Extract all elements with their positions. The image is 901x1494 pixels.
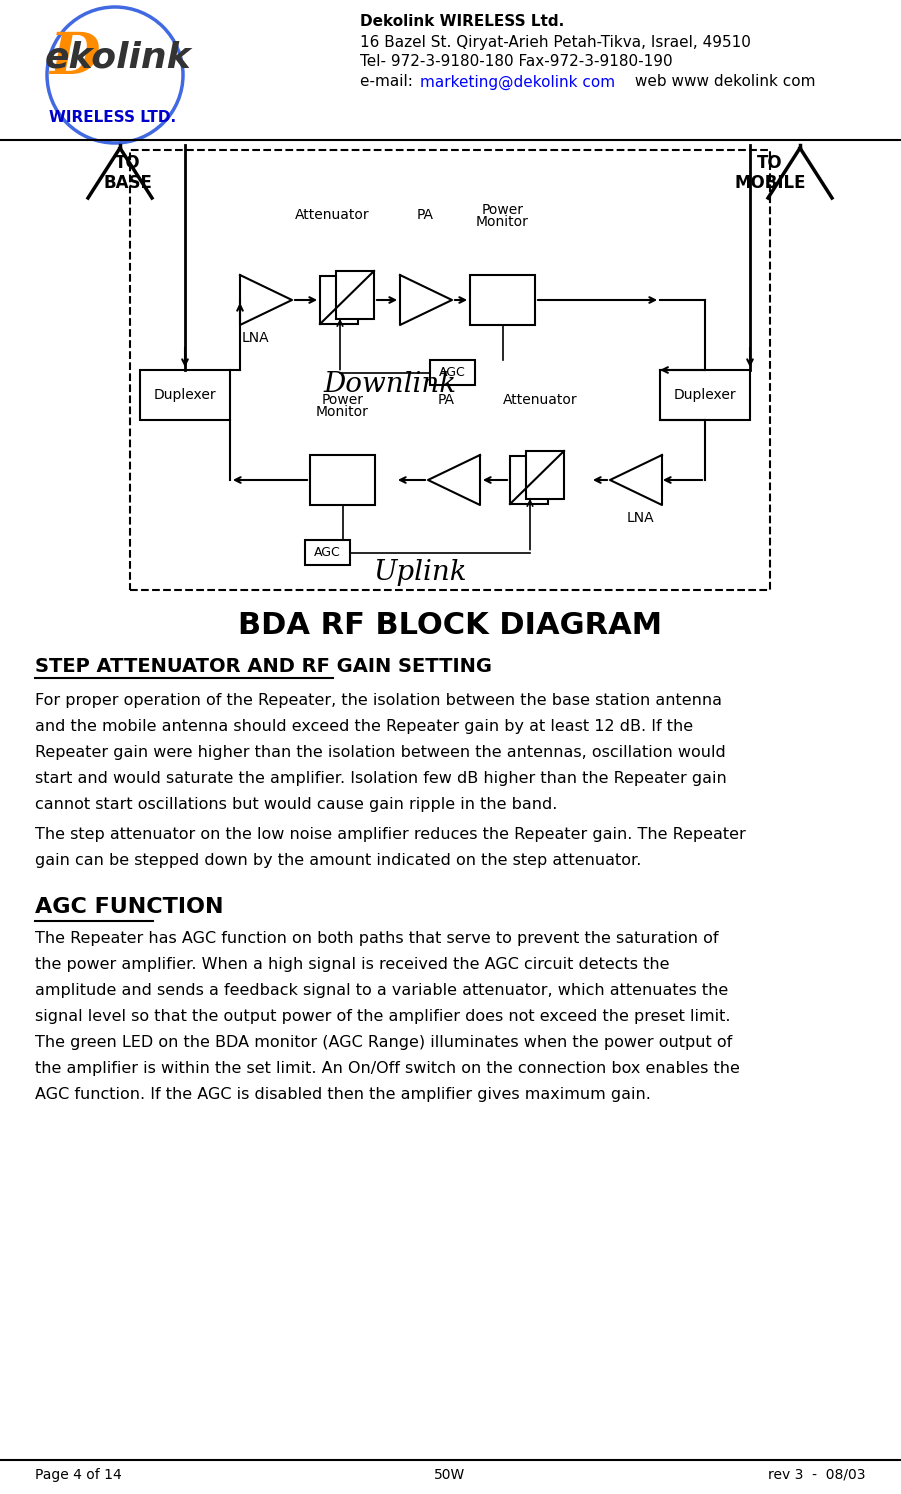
Text: e-mail:: e-mail: [360, 75, 418, 90]
FancyBboxPatch shape [526, 451, 564, 499]
Text: start and would saturate the amplifier. Isolation few dB higher than the Repeate: start and would saturate the amplifier. … [35, 771, 727, 786]
Text: Uplink: Uplink [373, 559, 467, 586]
Text: WIRELESS LTD.: WIRELESS LTD. [50, 111, 177, 125]
Text: Monitor: Monitor [476, 215, 529, 229]
Text: AGC: AGC [439, 366, 466, 379]
Text: PA: PA [438, 393, 454, 406]
Text: gain can be stepped down by the amount indicated on the step attenuator.: gain can be stepped down by the amount i… [35, 853, 642, 868]
Text: the amplifier is within the set limit. An On/Off switch on the connection box en: the amplifier is within the set limit. A… [35, 1061, 740, 1076]
Text: rev 3  -  08/03: rev 3 - 08/03 [769, 1469, 866, 1482]
Text: web www dekolink com: web www dekolink com [630, 75, 815, 90]
Polygon shape [610, 456, 662, 505]
Text: Dekolink WIRELESS Ltd.: Dekolink WIRELESS Ltd. [360, 15, 564, 30]
Text: Attenuator: Attenuator [295, 208, 369, 223]
Text: STEP ATTENUATOR AND RF GAIN SETTING: STEP ATTENUATOR AND RF GAIN SETTING [35, 656, 492, 675]
Text: 16 Bazel St. Qiryat-Arieh Petah-Tikva, Israel, 49510: 16 Bazel St. Qiryat-Arieh Petah-Tikva, I… [360, 34, 751, 49]
Polygon shape [400, 275, 452, 326]
Text: BDA RF BLOCK DIAGRAM: BDA RF BLOCK DIAGRAM [238, 611, 662, 639]
Text: Monitor: Monitor [316, 405, 369, 418]
Text: Repeater gain were higher than the isolation between the antennas, oscillation w: Repeater gain were higher than the isola… [35, 746, 725, 760]
Text: D: D [50, 30, 100, 87]
Text: AGC FUNCTION: AGC FUNCTION [35, 896, 223, 917]
FancyBboxPatch shape [510, 456, 548, 503]
Text: Downlink: Downlink [323, 372, 457, 399]
Text: Tel- 972-3-9180-180 Fax-972-3-9180-190: Tel- 972-3-9180-180 Fax-972-3-9180-190 [360, 54, 673, 70]
Text: Attenuator: Attenuator [503, 393, 578, 406]
Text: Duplexer: Duplexer [674, 388, 736, 402]
FancyBboxPatch shape [310, 456, 375, 505]
Text: BASE: BASE [104, 173, 152, 193]
FancyBboxPatch shape [320, 276, 358, 324]
Text: Power: Power [481, 203, 523, 217]
Text: marketing@dekolink com: marketing@dekolink com [420, 75, 615, 90]
FancyBboxPatch shape [470, 275, 535, 326]
Text: The Repeater has AGC function on both paths that serve to prevent the saturation: The Repeater has AGC function on both pa… [35, 931, 718, 946]
Text: LNA: LNA [626, 511, 654, 524]
Text: ekolink: ekolink [45, 40, 191, 75]
Text: TO: TO [115, 154, 141, 172]
FancyBboxPatch shape [660, 371, 750, 420]
Polygon shape [240, 275, 292, 326]
Text: cannot start oscillations but would cause gain ripple in the band.: cannot start oscillations but would caus… [35, 796, 558, 813]
Text: signal level so that the output power of the amplifier does not exceed the prese: signal level so that the output power of… [35, 1008, 731, 1023]
Polygon shape [428, 456, 480, 505]
FancyBboxPatch shape [305, 539, 350, 565]
Text: The step attenuator on the low noise amplifier reduces the Repeater gain. The Re: The step attenuator on the low noise amp… [35, 828, 746, 843]
Text: AGC function. If the AGC is disabled then the amplifier gives maximum gain.: AGC function. If the AGC is disabled the… [35, 1088, 651, 1103]
Text: LNA: LNA [241, 332, 268, 345]
Text: 50W: 50W [434, 1469, 466, 1482]
Text: PA: PA [416, 208, 433, 223]
FancyBboxPatch shape [430, 360, 475, 385]
Text: For proper operation of the Repeater, the isolation between the base station ant: For proper operation of the Repeater, th… [35, 693, 722, 708]
Text: The green LED on the BDA monitor (AGC Range) illuminates when the power output o: The green LED on the BDA monitor (AGC Ra… [35, 1035, 733, 1050]
Text: the power amplifier. When a high signal is received the AGC circuit detects the: the power amplifier. When a high signal … [35, 958, 669, 973]
Text: MOBILE: MOBILE [734, 173, 805, 193]
Text: Power: Power [322, 393, 363, 406]
Text: Duplexer: Duplexer [154, 388, 216, 402]
Text: Page 4 of 14: Page 4 of 14 [35, 1469, 122, 1482]
Text: TO: TO [757, 154, 783, 172]
FancyBboxPatch shape [140, 371, 230, 420]
Text: and the mobile antenna should exceed the Repeater gain by at least 12 dB. If the: and the mobile antenna should exceed the… [35, 719, 693, 734]
Text: AGC: AGC [314, 545, 341, 559]
FancyBboxPatch shape [336, 270, 374, 320]
Text: amplitude and sends a feedback signal to a variable attenuator, which attenuates: amplitude and sends a feedback signal to… [35, 983, 728, 998]
